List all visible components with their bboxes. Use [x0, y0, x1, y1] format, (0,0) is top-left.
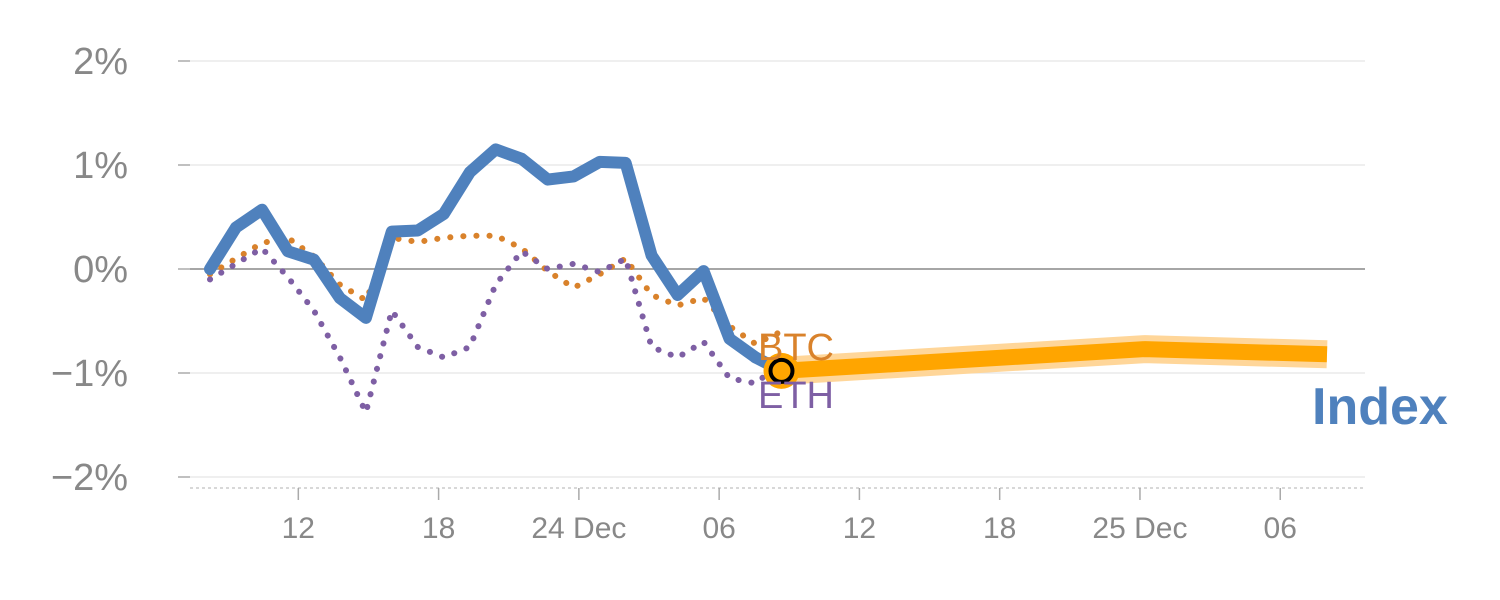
x-tick-label: 18: [422, 512, 455, 545]
y-tick-label: −2%: [51, 457, 128, 499]
forecast-line: [781, 341, 1328, 379]
y-axis: 2% 1% 0% −1% −2%: [51, 41, 190, 499]
x-tick-label: 24 Dec: [531, 512, 626, 545]
series-line-index: [204, 143, 762, 364]
series-labels: BTC ETH Index: [758, 327, 1448, 436]
x-tick-label: 12: [282, 512, 315, 545]
y-tick-label: 0%: [73, 249, 128, 291]
series-label-index: Index: [1312, 378, 1448, 436]
current-point-marker: [768, 357, 795, 384]
forecast: [763, 335, 1328, 389]
y-tick-label: −1%: [51, 353, 128, 395]
x-tick-label: 25 Dec: [1092, 512, 1187, 545]
x-tick-label: 18: [983, 512, 1016, 545]
series-label-eth: ETH: [758, 375, 834, 417]
x-axis: 12 18 24 Dec 06 12 18 25 Dec 06: [190, 487, 1365, 545]
y-tick-label: 1%: [73, 145, 128, 187]
x-tick-label: 06: [1264, 512, 1297, 545]
x-tick-label: 12: [843, 512, 876, 545]
x-tick-label: 06: [702, 512, 735, 545]
series-label-btc: BTC: [758, 327, 834, 369]
y-tick-label: 2%: [73, 41, 128, 83]
